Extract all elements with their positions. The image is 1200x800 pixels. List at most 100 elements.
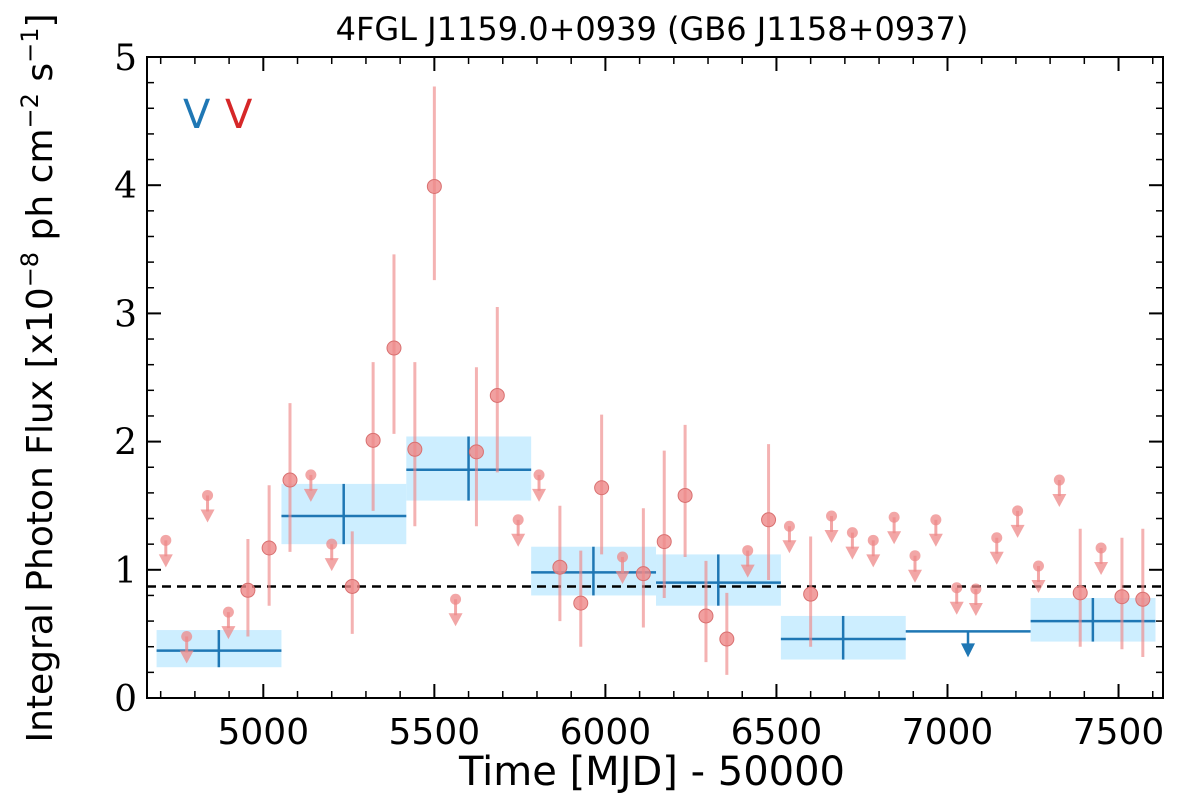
monthly-upper-limit-cap-41: [1012, 505, 1024, 517]
monthly-upper-limit-arrow-3: [221, 626, 236, 640]
y-axis-label-main: Integral Photon Flux [x10: [20, 287, 61, 742]
monthly-point-44: [1072, 585, 1088, 601]
y-tick-label-5: 5: [114, 38, 137, 79]
monthly-upper-limit-cap-18: [533, 469, 545, 481]
x-tick-label-1: 5500: [389, 712, 481, 753]
monthly-point-16: [489, 387, 505, 403]
monthly-point-13: [426, 178, 442, 194]
x-axis-label: Time [MJD] - 50000: [458, 749, 845, 795]
y-axis-label-exp1: −8: [16, 252, 44, 287]
monthly-point-46: [1114, 589, 1130, 605]
monthly-upper-limit-arrow-36: [907, 569, 922, 583]
legend: V V: [183, 92, 253, 138]
monthly-upper-limit-cap-28: [742, 545, 754, 557]
monthly-upper-limit-arrow-7: [303, 488, 318, 502]
monthly-upper-limit-arrow-38: [949, 601, 964, 615]
monthly-upper-limit-cap-32: [826, 510, 838, 522]
monthly-upper-limit-arrow-41: [1010, 524, 1025, 538]
monthly-point-25: [677, 487, 693, 503]
y-axis-label-mid2: s: [20, 63, 61, 93]
monthly-upper-limit-arrow-40: [989, 551, 1004, 565]
monthly-point-15: [468, 444, 484, 460]
x-tick-label-3: 6500: [731, 712, 823, 753]
y-tick-label-1: 1: [114, 551, 137, 592]
monthly-point-9: [344, 578, 360, 594]
monthly-point-23: [635, 566, 651, 582]
monthly-upper-limit-cap-43: [1053, 474, 1065, 486]
monthly-point-20: [573, 595, 589, 611]
monthly-point-29: [761, 512, 777, 528]
monthly-upper-limit-arrow-37: [928, 533, 943, 547]
monthly-point-31: [803, 586, 819, 602]
monthly-upper-limit-arrow-22: [615, 570, 630, 584]
y-tick-label-0: 0: [114, 679, 137, 720]
monthly-point-19: [552, 559, 568, 575]
monthly-upper-limit-arrow-1: [179, 650, 194, 664]
x-tick-label-5: 7500: [1073, 712, 1165, 753]
monthly-upper-limit-arrow-18: [532, 488, 547, 502]
legend-entry-binned: V: [183, 92, 211, 138]
monthly-upper-limit-cap-40: [991, 532, 1003, 544]
y-axis-label-end: ]: [20, 13, 61, 27]
y-axis-label: Integral Photon Flux [x10−8 ph cm−2 s−1]: [16, 13, 61, 742]
monthly-upper-limit-cap-17: [512, 514, 524, 526]
monthly-point-21: [594, 480, 610, 496]
monthly-upper-limit-arrow-14: [448, 613, 463, 627]
monthly-point-4: [240, 582, 256, 598]
monthly-upper-limit-cap-33: [846, 527, 858, 539]
binned-upper-limit-arrow-6: [961, 643, 976, 658]
y-axis-label-exp2: −2: [16, 93, 44, 128]
monthly-upper-limit-arrow-33: [845, 546, 860, 560]
monthly-point-12: [407, 441, 423, 457]
monthly-point-27: [719, 631, 735, 647]
plot-area: [147, 86, 1163, 675]
monthly-point-24: [656, 534, 672, 550]
monthly-point-6: [282, 472, 298, 488]
monthly-upper-limit-cap-3: [222, 606, 234, 618]
monthly-point-47: [1135, 591, 1151, 607]
monthly-upper-limit-arrow-45: [1094, 562, 1109, 576]
monthly-upper-limit-cap-42: [1032, 560, 1044, 572]
monthly-upper-limit-arrow-39: [968, 603, 983, 617]
y-tick-label-2: 2: [114, 423, 137, 464]
monthly-upper-limit-arrow-17: [511, 533, 526, 547]
monthly-point-11: [386, 340, 402, 356]
monthly-upper-limit-cap-39: [970, 583, 982, 595]
monthly-upper-limit-cap-36: [909, 550, 921, 562]
x-tick-label-2: 6000: [560, 712, 652, 753]
plot-frame: [146, 56, 1164, 699]
monthly-upper-limit-cap-34: [867, 534, 879, 546]
monthly-upper-limit-cap-1: [181, 630, 193, 642]
monthly-upper-limit-arrow-42: [1031, 579, 1046, 593]
monthly-upper-limit-cap-37: [930, 514, 942, 526]
monthly-upper-limit-arrow-32: [824, 529, 839, 543]
monthly-upper-limit-arrow-2: [200, 509, 215, 523]
monthly-upper-limit-cap-0: [160, 534, 172, 546]
monthly-upper-limit-cap-45: [1095, 542, 1107, 554]
x-tick-label-0: 5000: [217, 712, 309, 753]
monthly-upper-limit-cap-30: [783, 520, 795, 532]
y-tick-label-3: 3: [114, 294, 137, 335]
monthly-upper-limit-cap-35: [888, 511, 900, 523]
chart-title: 4FGL J1159.0+0939 (GB6 J1158+0937): [336, 10, 969, 48]
y-axis-label-mid: ph cm: [20, 128, 61, 251]
monthly-upper-limit-cap-8: [326, 538, 338, 550]
axes: 5000 5500 6000 6500 7000 7500 0 1 2 3 4 5: [114, 38, 1164, 753]
monthly-upper-limit-arrow-43: [1052, 494, 1067, 508]
monthly-upper-limit-cap-38: [951, 582, 963, 594]
monthly-point-5: [261, 540, 277, 556]
y-axis-label-exp3: −1: [16, 28, 44, 63]
monthly-upper-limit-arrow-35: [887, 531, 902, 545]
monthly-upper-limit-arrow-30: [782, 540, 797, 554]
monthly-point-26: [698, 608, 714, 624]
monthly-upper-limit-cap-7: [305, 469, 317, 481]
monthly-upper-limit-arrow-28: [740, 564, 755, 578]
monthly-upper-limit-cap-22: [617, 551, 629, 563]
monthly-point-10: [365, 432, 381, 448]
y-tick-label-4: 4: [114, 166, 137, 207]
monthly-upper-limit-cap-14: [450, 593, 462, 605]
monthly-upper-limit-arrow-8: [324, 558, 339, 572]
monthly-upper-limit-arrow-0: [158, 554, 173, 568]
legend-entry-monthly: V: [225, 92, 253, 138]
